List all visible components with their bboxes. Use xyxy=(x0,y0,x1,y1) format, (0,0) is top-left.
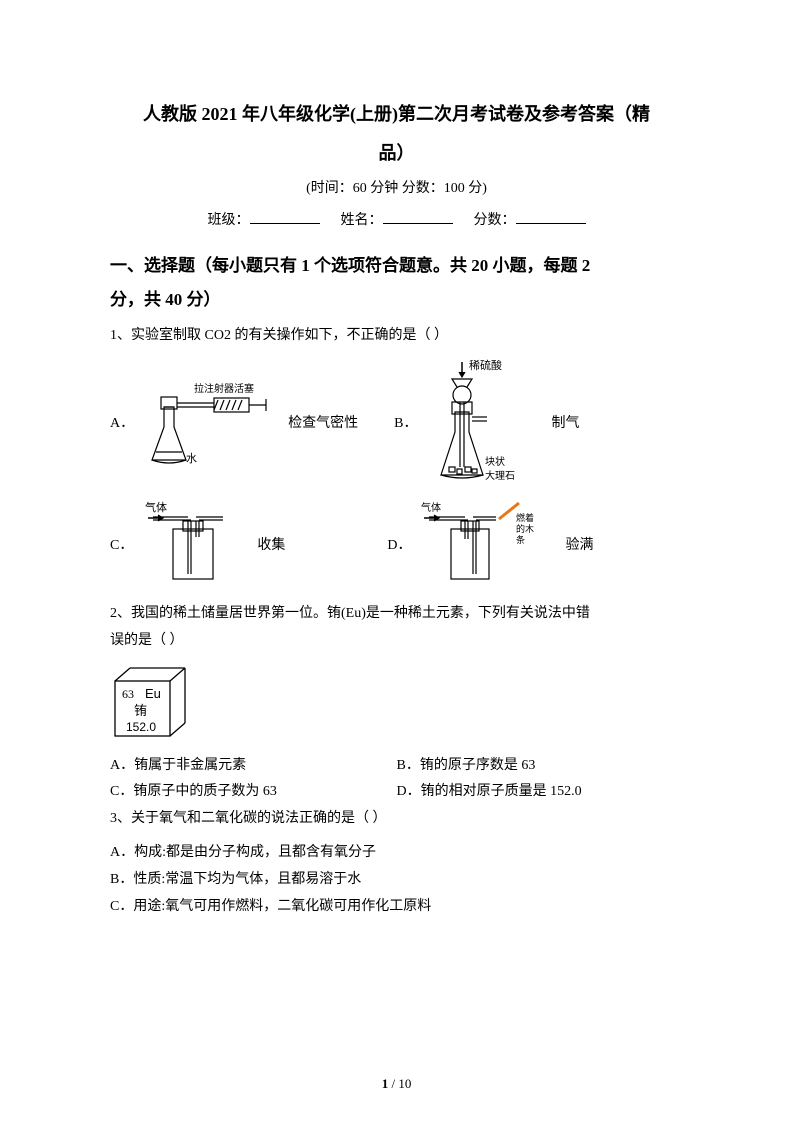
exam-title-line1: 人教版 2021 年八年级化学(上册)第二次月考试卷及参考答案（精 xyxy=(110,100,683,129)
q1-row-ab: A． 拉注射器活塞 水 检查气密性 B． xyxy=(110,357,683,487)
q1-fig-a: 拉注射器活塞 水 xyxy=(144,372,274,472)
exam-meta: (时间：60 分钟 分数：100 分) xyxy=(110,177,683,197)
q1-C-label: 收集 xyxy=(257,534,285,554)
q2-opt-A: A．铕属于非金属元素 xyxy=(110,753,397,780)
exam-title-line2: 品） xyxy=(110,139,683,165)
name-blank xyxy=(383,210,453,224)
section-1-line1: 一、选择题（每小题只有 1 个选项符合题意。共 20 小题，每题 2 xyxy=(110,249,683,283)
svg-text:稀硫酸: 稀硫酸 xyxy=(469,358,502,372)
svg-text:条: 条 xyxy=(516,534,525,545)
svg-text:152.0: 152.0 xyxy=(126,720,156,734)
q1-text: 1、实验室制取 CO2 的有关操作如下，不正确的是（ ） xyxy=(110,323,683,350)
q1-A-label: 检查气密性 xyxy=(288,412,358,432)
svg-text:铕: 铕 xyxy=(134,703,147,718)
section-1-heading: 一、选择题（每小题只有 1 个选项符合题意。共 20 小题，每题 2 分，共 4… xyxy=(110,249,683,317)
q1-row-cd: C． 气体 收集 D． xyxy=(110,499,683,589)
q3-opt-B: B．性质:常温下均为气体，且都易溶于水 xyxy=(110,867,683,894)
svg-text:的木: 的木 xyxy=(516,523,534,534)
page-sep: / xyxy=(388,1076,398,1091)
q1-fig-d: 气体 燃着 的木 条 xyxy=(421,499,551,589)
svg-text:气体: 气体 xyxy=(421,501,441,514)
svg-text:块状: 块状 xyxy=(485,455,505,468)
svg-text:Eu: Eu xyxy=(145,686,161,701)
svg-text:63: 63 xyxy=(122,687,134,701)
q2-line2: 误的是（ ） xyxy=(110,628,683,655)
name-label: 姓名： xyxy=(341,213,383,228)
q1-fig-b: 稀硫酸 块状 大理石 xyxy=(427,357,537,487)
q1-fig-c: 气体 xyxy=(143,499,243,589)
q3-opt-A: A．构成:都是由分子构成，且都含有氧分子 xyxy=(110,840,683,867)
page-footer: 1 / 10 xyxy=(0,1076,793,1092)
class-label: 班级： xyxy=(208,213,250,228)
q2-options: A．铕属于非金属元素 B．铕的原子序数是 63 C．铕原子中的质子数为 63 D… xyxy=(110,753,683,806)
score-blank xyxy=(516,210,586,224)
page-total: 10 xyxy=(398,1076,411,1091)
identity-blanks: 班级： 姓名： 分数： xyxy=(110,209,683,229)
q1-D-label: 验满 xyxy=(565,534,593,554)
q2-opt-D: D．铕的相对原子质量是 152.0 xyxy=(397,779,684,806)
svg-text:大理石: 大理石 xyxy=(485,469,515,482)
q1-A-letter: A． xyxy=(110,412,134,432)
q3-opt-C: C．用途:氧气可用作燃料，二氧化碳可用作化工原料 xyxy=(110,894,683,921)
q2-line1: 2、我国的稀土储量居世界第一位。铕(Eu)是一种稀土元素，下列有关说法中错 xyxy=(110,601,683,628)
svg-text:气体: 气体 xyxy=(145,500,167,514)
class-blank xyxy=(250,210,320,224)
svg-text:水: 水 xyxy=(186,452,197,465)
q2-opt-B: B．铕的原子序数是 63 xyxy=(397,753,684,780)
svg-text:拉注射器活塞: 拉注射器活塞 xyxy=(194,382,254,395)
section-1-line2: 分，共 40 分） xyxy=(110,283,683,317)
q2-element-tile: 63 Eu 铕 152.0 xyxy=(110,663,683,743)
q1-B-label: 制气 xyxy=(551,412,579,432)
q1-C-letter: C． xyxy=(110,534,133,554)
q2-text: 2、我国的稀土储量居世界第一位。铕(Eu)是一种稀土元素，下列有关说法中错 误的… xyxy=(110,601,683,654)
svg-text:燃着: 燃着 xyxy=(516,512,534,523)
q1-D-letter: D． xyxy=(387,534,411,554)
q3-text: 3、关于氧气和二氧化碳的说法正确的是（ ） xyxy=(110,806,683,833)
q1-B-letter: B． xyxy=(394,412,417,432)
score-label: 分数： xyxy=(474,213,516,228)
q2-opt-C: C．铕原子中的质子数为 63 xyxy=(110,779,397,806)
